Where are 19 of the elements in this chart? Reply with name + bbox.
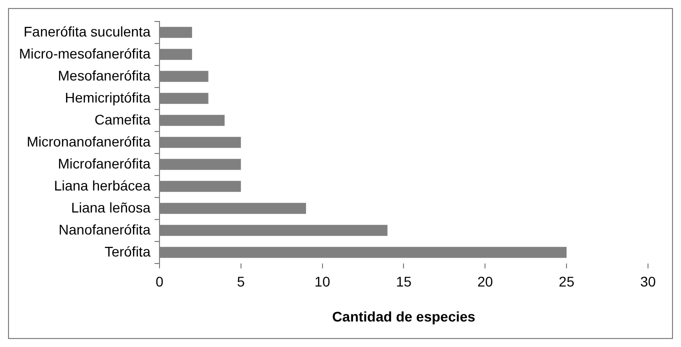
y-tick-label: Hemicriptófita bbox=[64, 89, 151, 106]
x-tick-label: 30 bbox=[640, 274, 656, 290]
y-tick-label: Microfanerófita bbox=[58, 155, 151, 172]
y-tick-label: Micronanofanerófita bbox=[26, 133, 151, 150]
y-tick-label: Liana leñosa bbox=[71, 199, 151, 216]
y-tick-label: Micro-mesofanerófita bbox=[18, 45, 151, 62]
y-tick-label: Camefita bbox=[94, 111, 151, 128]
x-tick-label: 0 bbox=[156, 274, 164, 290]
y-tick-label: Liana herbácea bbox=[54, 177, 151, 194]
x-tick-label: 5 bbox=[237, 274, 246, 290]
x-axis-title: Cantidad de especies bbox=[332, 308, 476, 324]
x-tick-label: 15 bbox=[396, 274, 412, 290]
y-tick-label: Terófita bbox=[104, 243, 151, 260]
y-tick-label: Mesofanerófita bbox=[58, 67, 151, 84]
y-tick-label: Nanofanerófita bbox=[58, 221, 151, 238]
x-tick-label: 25 bbox=[558, 274, 575, 290]
x-tick-label: 10 bbox=[314, 274, 330, 290]
x-tick-label: 20 bbox=[477, 274, 494, 290]
y-tick-label: Fanerófita suculenta bbox=[24, 23, 151, 40]
